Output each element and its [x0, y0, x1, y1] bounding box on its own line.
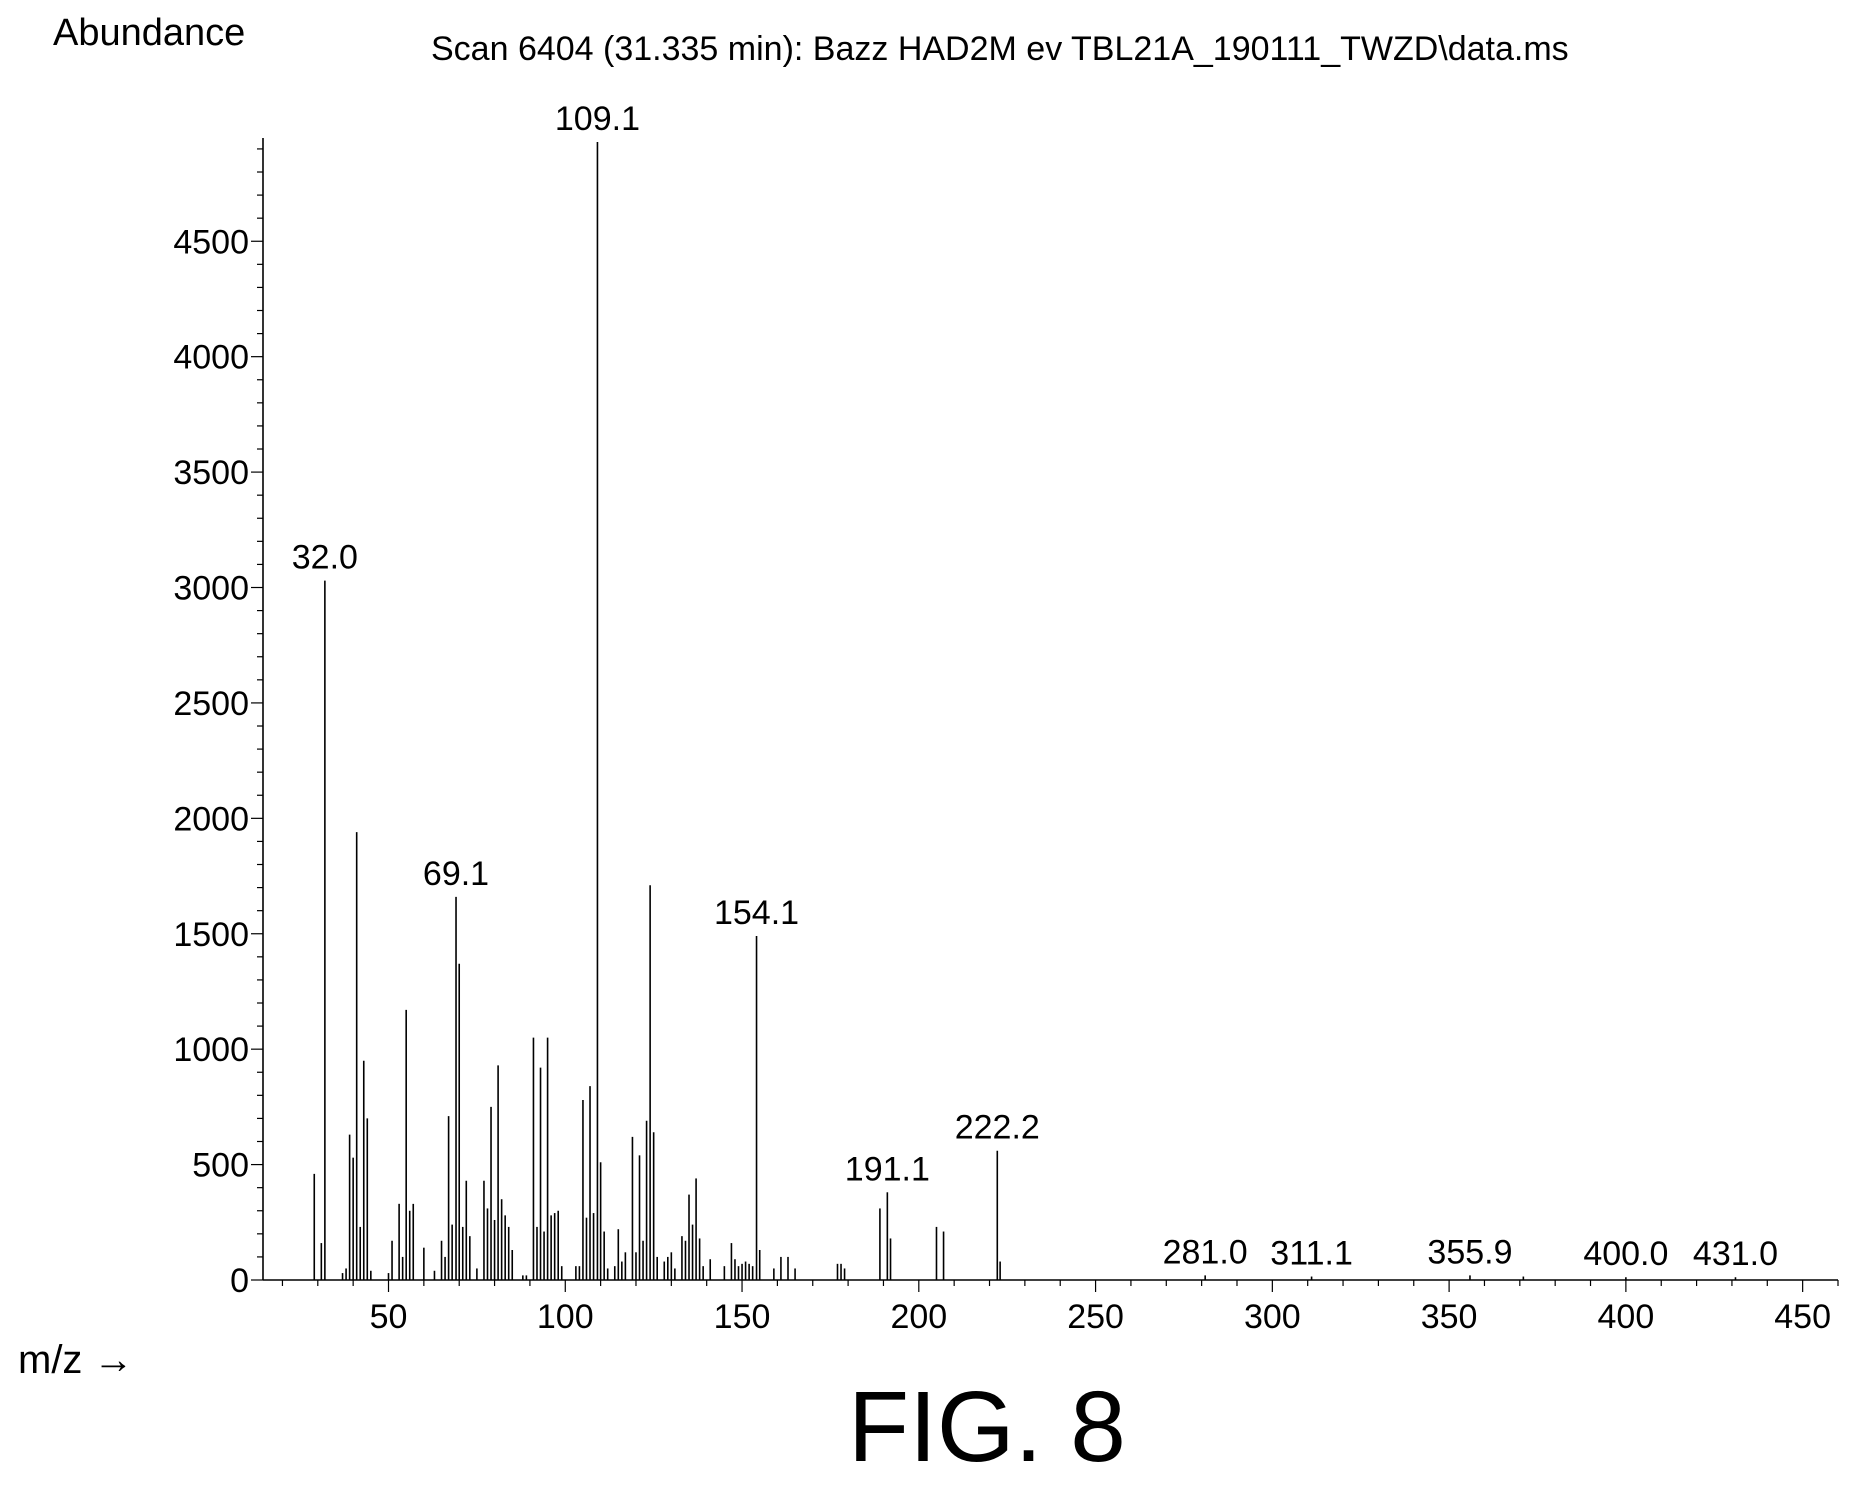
chart-title: Scan 6404 (31.335 min): Bazz HAD2M ev TB… — [431, 30, 1569, 68]
peak-label: 222.2 — [955, 1109, 1040, 1147]
x-tick-label: 250 — [1067, 1298, 1124, 1336]
x-axis-label: m/z → — [18, 1338, 134, 1382]
peak-label: 69.1 — [423, 855, 489, 893]
x-tick-label: 150 — [714, 1298, 771, 1336]
x-tick-label: 300 — [1244, 1298, 1301, 1336]
peak-label: 355.9 — [1427, 1233, 1512, 1271]
x-tick-label: 200 — [890, 1298, 947, 1336]
axes: 0 500 1000 1500 2000 2500 3000 3500 4000 4500 50 10… — [173, 138, 1839, 1336]
y-tick-label: 3000 — [173, 570, 249, 608]
peak-label: 32.0 — [292, 539, 358, 577]
y-axis-label: Abundance — [53, 12, 246, 54]
peak-label: 109.1 — [555, 100, 640, 138]
y-tick-label: 3500 — [173, 454, 249, 492]
y-tick-label: 500 — [192, 1147, 249, 1185]
x-tick-label: 350 — [1421, 1298, 1478, 1336]
peak-label: 281.0 — [1163, 1233, 1248, 1271]
peak-label: 400.0 — [1583, 1235, 1668, 1273]
x-tick-label: 100 — [537, 1298, 594, 1336]
y-tick-label: 0 — [230, 1262, 249, 1300]
peak-label: 311.1 — [1270, 1235, 1353, 1273]
y-tick-label: 1500 — [173, 916, 249, 954]
peak-series — [313, 142, 1737, 1280]
peak-label: 431.0 — [1693, 1235, 1778, 1273]
x-tick-label: 50 — [370, 1298, 408, 1336]
y-tick-label: 4000 — [173, 339, 249, 377]
figure-label: FIG. 8 — [848, 1371, 1126, 1483]
peak-label: 154.1 — [714, 894, 799, 932]
y-tick-label: 2500 — [173, 685, 249, 723]
y-tick-label: 4500 — [173, 223, 249, 261]
y-tick-label: 1000 — [173, 1031, 249, 1069]
y-tick-label: 2000 — [173, 800, 249, 838]
peak-label: 191.1 — [845, 1150, 930, 1188]
peak-labels: 32.0 69.1 109.1 154.1 191.1 222.2 281.0 311.1 35… — [292, 100, 1778, 1273]
x-tick-label: 450 — [1774, 1298, 1831, 1336]
x-tick-label: 400 — [1598, 1298, 1655, 1336]
